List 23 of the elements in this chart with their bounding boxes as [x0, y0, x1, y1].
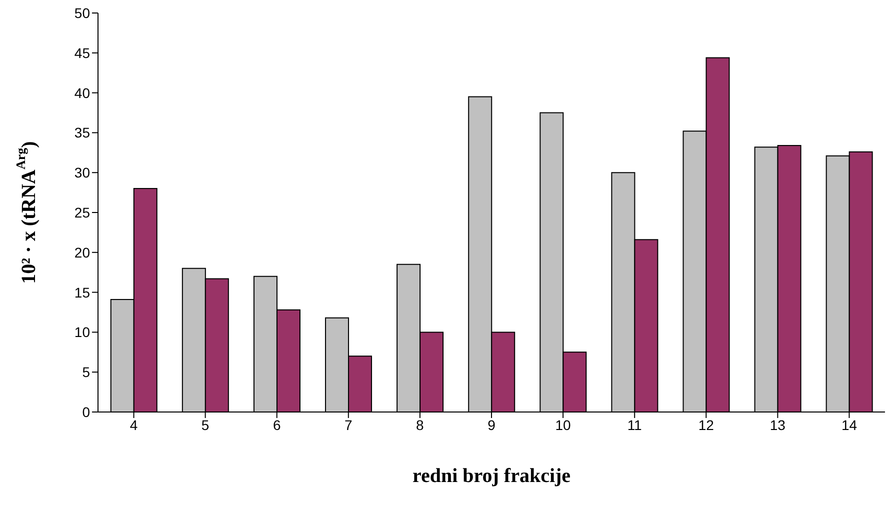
y-tick-label: 20: [74, 244, 90, 260]
y-tick-label: 30: [74, 164, 90, 181]
x-tick-label: 6: [272, 416, 281, 433]
x-axis-title: redni broj frakcije: [412, 465, 571, 487]
x-tick-label: 9: [488, 416, 496, 433]
x-tick-label: 7: [344, 416, 353, 433]
x-tick-label: 12: [698, 416, 714, 433]
x-tick-label: 5: [201, 416, 210, 433]
x-tick-label: 14: [841, 416, 858, 433]
y-tick-label: 45: [74, 44, 90, 61]
y-tick-label: 5: [82, 364, 90, 380]
y-tick-label: 25: [74, 204, 90, 220]
y-tick-label: 40: [74, 84, 90, 101]
y-tick-label: 35: [74, 124, 90, 141]
y-tick-label: 10: [74, 324, 90, 340]
y-tick-label: 50: [74, 4, 90, 21]
x-tick-label: 13: [770, 416, 786, 433]
y-tick-label: 0: [82, 404, 90, 420]
x-tick-label: 11: [627, 416, 642, 433]
y-tick-label: 15: [74, 284, 90, 300]
x-tick-label: 4: [130, 416, 138, 433]
x-tick-label: 10: [555, 416, 572, 433]
x-tick-label: 8: [416, 416, 424, 433]
